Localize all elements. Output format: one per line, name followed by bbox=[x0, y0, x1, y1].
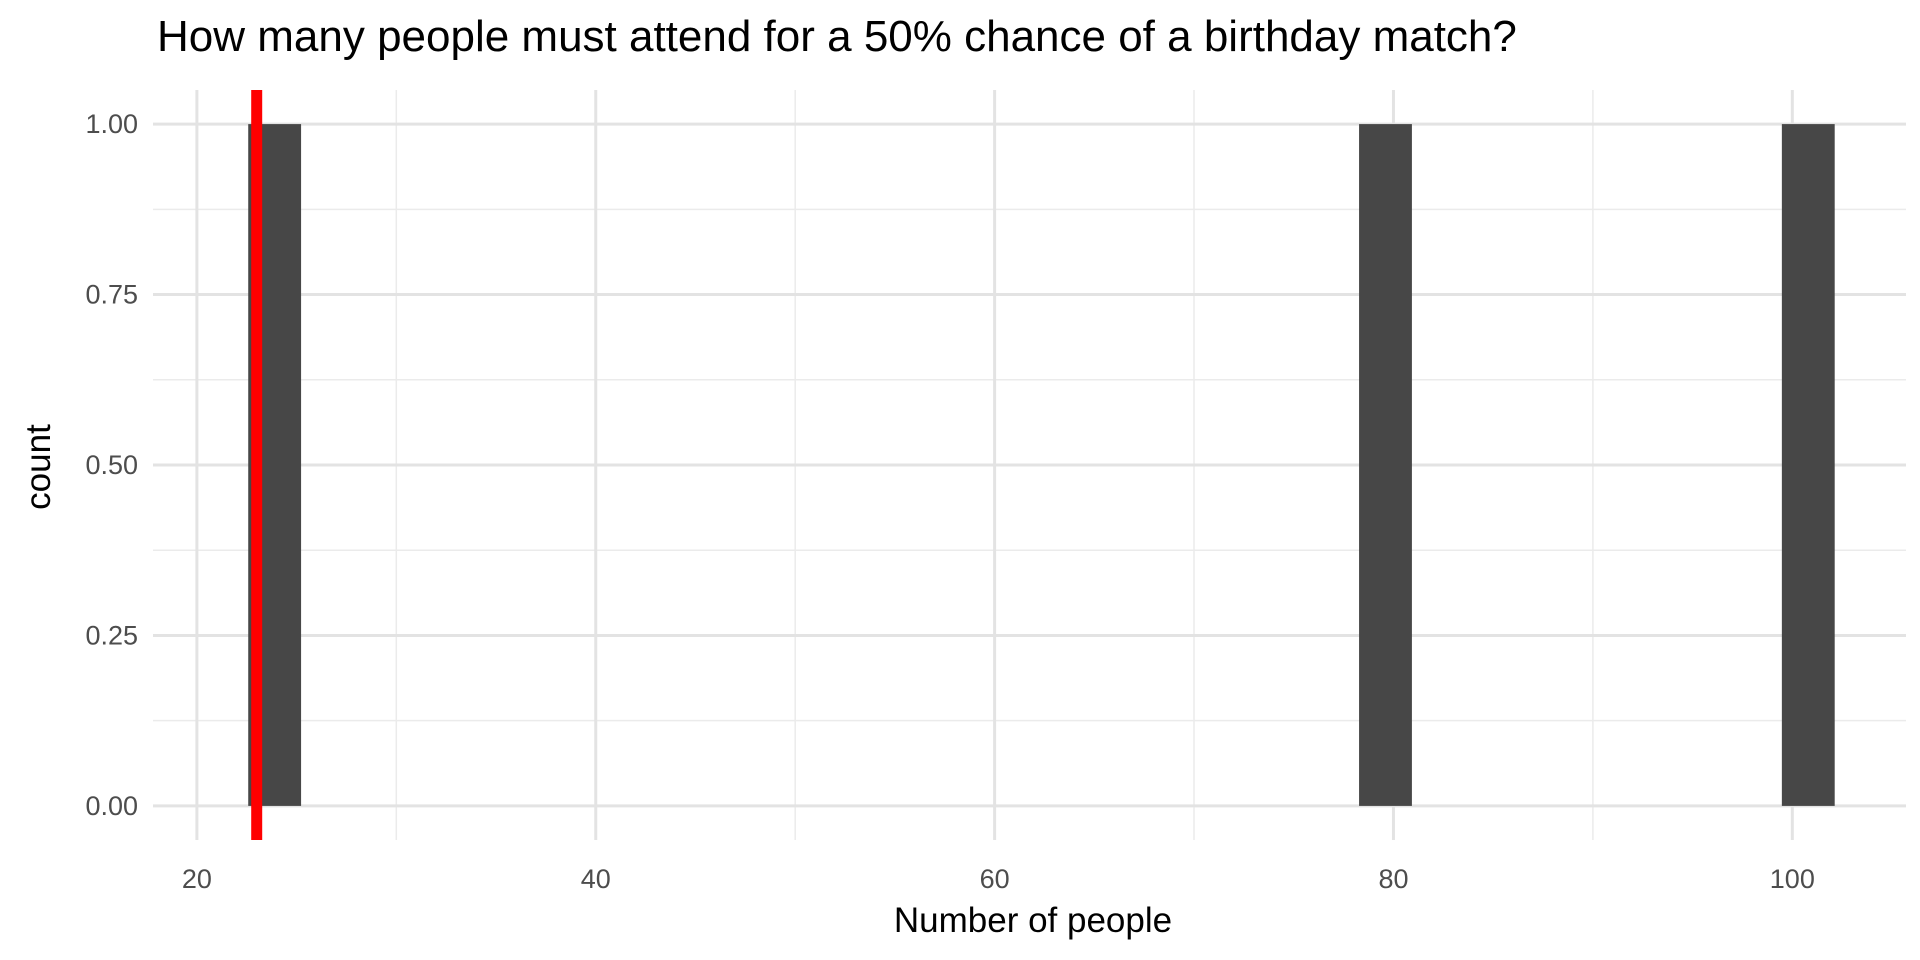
y-axis-title: count bbox=[19, 424, 58, 510]
x-tick-label: 20 bbox=[182, 864, 212, 894]
x-axis-tick-labels: 20 40 60 80 100 bbox=[182, 864, 1815, 894]
histogram-bar bbox=[1359, 124, 1412, 806]
x-tick-label: 80 bbox=[1378, 864, 1408, 894]
x-tick-label: 60 bbox=[980, 864, 1010, 894]
x-axis-title: Number of people bbox=[894, 901, 1172, 940]
y-tick-label: 0.50 bbox=[85, 450, 138, 480]
y-tick-label: 0.25 bbox=[85, 620, 138, 650]
y-axis-tick-labels: 0.00 0.25 0.50 0.75 1.00 bbox=[85, 109, 138, 821]
y-tick-label: 1.00 bbox=[85, 109, 138, 139]
y-tick-label: 0.00 bbox=[85, 791, 138, 821]
major-gridlines bbox=[153, 90, 1906, 840]
x-tick-label: 40 bbox=[581, 864, 611, 894]
y-tick-label: 0.75 bbox=[85, 280, 138, 310]
x-tick-label: 100 bbox=[1770, 864, 1815, 894]
histogram-bar bbox=[1781, 124, 1835, 806]
chart-title: How many people must attend for a 50% ch… bbox=[157, 12, 1517, 61]
